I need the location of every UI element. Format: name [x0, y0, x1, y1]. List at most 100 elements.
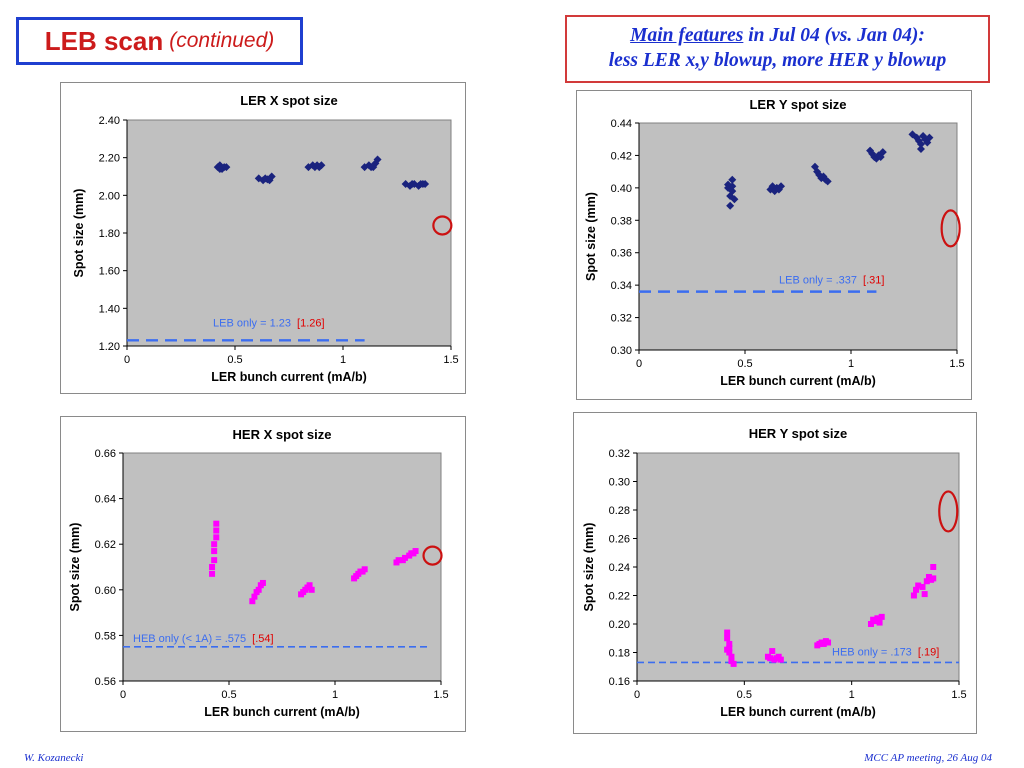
reference-bracket: [.31]: [863, 275, 884, 287]
data-point: [317, 161, 326, 170]
data-point: [211, 541, 218, 548]
data-point: [919, 583, 926, 590]
data-point: [867, 621, 874, 627]
y-tick-label: 0.64: [95, 494, 116, 506]
data-point: [921, 591, 928, 598]
x-tick-label: 1: [848, 358, 854, 370]
data-point: [724, 635, 731, 642]
chart-title: HER Y spot size: [749, 426, 848, 441]
data-point: [405, 181, 414, 190]
data-point: [213, 527, 220, 534]
chart-title: LER Y spot size: [749, 97, 846, 112]
features-line-1: Main features in Jul 04 (vs. Jan 04):: [567, 23, 988, 48]
y-tick-label: 0.34: [611, 280, 632, 292]
data-point: [923, 138, 932, 147]
reference-label: HEB only (< 1A) = .575 [.54]: [133, 633, 274, 645]
data-point: [876, 619, 883, 626]
x-tick-label: 0.5: [737, 358, 752, 370]
y-tick-label: 0.20: [609, 619, 630, 631]
data-point: [255, 586, 262, 593]
data-point: [249, 598, 256, 605]
y-tick-label: 0.38: [611, 215, 632, 227]
reference-label-text: LEB only = .337: [779, 275, 860, 287]
data-point: [925, 133, 934, 142]
data-point: [724, 646, 731, 653]
data-point: [810, 162, 819, 171]
data-point: [308, 586, 315, 593]
y-tick-label: 1.80: [99, 228, 120, 240]
data-point: [373, 155, 382, 164]
data-point: [823, 177, 832, 186]
data-point: [213, 520, 220, 527]
data-point: [259, 176, 268, 185]
x-tick-label: 1: [340, 354, 346, 366]
slide-title-box: LEB scan (continued): [16, 17, 303, 65]
data-point: [878, 148, 887, 157]
data-point: [267, 172, 276, 181]
plot-area: [126, 119, 452, 347]
y-tick-label: 0.16: [609, 676, 630, 688]
data-point: [251, 593, 258, 600]
y-tick-label: 2.40: [99, 115, 120, 127]
reference-bracket: [.19]: [918, 646, 939, 658]
x-tick-label: 1.5: [949, 358, 964, 370]
features-line-2: less LER x,y blowup, more HER y blowup: [608, 50, 947, 71]
x-tick-label: 0: [636, 358, 642, 370]
data-point: [728, 653, 735, 660]
data-point: [815, 170, 824, 179]
data-point: [211, 548, 218, 555]
chart-panel-ler-y: LER Y spot size 0.30 0.32 0.34 0.36 0.38 0.40 0…: [576, 90, 972, 400]
y-axis-label: Spot size (mm): [582, 523, 596, 612]
data-point: [209, 570, 216, 577]
her-y-chart: HER Y spot size 0.16 0.18 0.20 0.22 0.24 0.26 0…: [582, 426, 967, 719]
x-axis-label: LER bunch current (mA/b): [720, 705, 876, 719]
x-tick-label: 0.5: [737, 689, 752, 701]
reference-label: LEB only = 1.23 [1.26]: [213, 317, 325, 329]
slide-title-subtitle: (continued): [169, 29, 275, 52]
data-point: [730, 660, 737, 667]
highlight-circle: [432, 215, 453, 236]
data-point: [395, 557, 402, 564]
x-tick-label: 1.5: [433, 689, 448, 701]
data-point: [414, 181, 423, 190]
data-point: [401, 554, 408, 561]
reference-label-text: HEB only (< 1A) = .575: [133, 633, 249, 645]
x-tick-label: 0: [124, 354, 130, 366]
y-tick-label: 0.22: [609, 591, 630, 603]
data-point: [813, 167, 822, 176]
data-point: [916, 140, 925, 149]
chart-title: HER X spot size: [233, 427, 332, 442]
y-tick-label: 0.66: [95, 448, 116, 460]
y-axis-label: Spot size (mm): [68, 523, 82, 612]
y-tick-label: 1.40: [99, 303, 120, 315]
x-tick-label: 0.5: [227, 354, 242, 366]
x-tick-label: 1: [332, 689, 338, 701]
data-point: [728, 187, 737, 196]
data-point: [308, 161, 317, 170]
data-point: [211, 557, 218, 564]
ler-x-chart: LER X spot size 1.20 1.40 1.60 1.80 2.00 2.20 2…: [72, 93, 459, 384]
y-tick-label: 0.58: [95, 630, 116, 642]
y-tick-label: 0.36: [611, 248, 632, 260]
her-x-chart: HER X spot size 0.56 0.58 0.60 0.62 0.64 0.66 0…: [68, 427, 449, 719]
chart-panel-her-x: HER X spot size 0.56 0.58 0.60 0.62 0.64 0.66 0…: [60, 416, 466, 732]
highlight-circle: [940, 209, 961, 248]
x-axis-label: LER bunch current (mA/b): [720, 374, 876, 388]
main-features-box: Main features in Jul 04 (vs. Jan 04): le…: [565, 15, 990, 83]
data-point: [910, 592, 917, 599]
data-point: [878, 613, 885, 620]
data-point: [421, 180, 430, 189]
chart-title: LER X spot size: [240, 93, 338, 108]
highlight-circle: [422, 545, 443, 566]
data-point: [825, 639, 832, 646]
y-tick-label: 1.60: [99, 266, 120, 278]
data-point: [923, 578, 930, 585]
y-tick-label: 2.20: [99, 153, 120, 165]
y-axis-label: Spot size (mm): [584, 192, 598, 281]
y-tick-label: 0.24: [609, 562, 630, 574]
reference-bracket: [1.26]: [297, 317, 325, 329]
data-point: [726, 640, 733, 647]
slide-title: LEB scan: [44, 25, 164, 56]
data-point: [265, 176, 274, 185]
y-tick-label: 0.32: [609, 448, 630, 460]
